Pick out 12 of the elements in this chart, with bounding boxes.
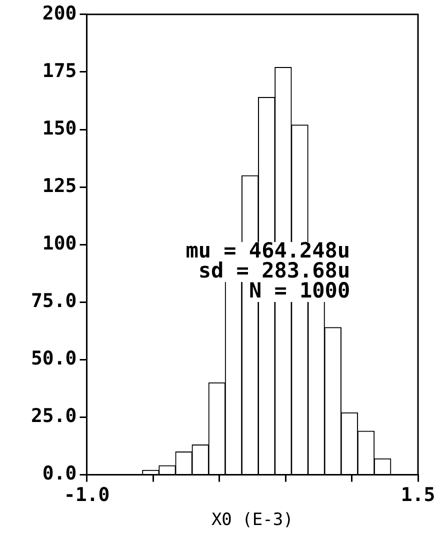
y-tick-label: 0.0 [42,462,77,485]
y-tick-label: 175 [42,60,77,82]
x-axis-title: X0 (E-3) [211,510,294,530]
y-tick-label: 100 [42,232,77,255]
y-tick-label: 200 [42,2,77,24]
y-tick-label: 25.0 [30,405,77,428]
y-tick-label: 50.0 [30,348,77,370]
x-tick-label: 1.5 [400,484,436,506]
y-tick-label: 125 [42,174,77,197]
x-tick-label: -1.0 [64,484,110,506]
y-tick-label: 75.0 [30,290,77,312]
y-tick-label: 150 [42,117,77,140]
